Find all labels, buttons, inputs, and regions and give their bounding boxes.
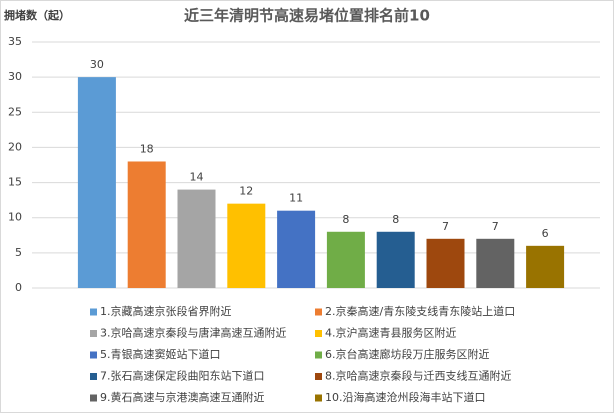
data-label: 8: [342, 213, 349, 226]
legend-swatch: [90, 394, 97, 402]
data-label: 18: [140, 142, 154, 155]
bar: [426, 238, 465, 288]
legend-swatch: [315, 330, 322, 337]
bar: [476, 238, 515, 288]
legend-label: 3.京哈高速京秦段与唐津高速互通附近: [100, 326, 287, 340]
y-tick-label: 20: [8, 140, 22, 153]
legend-label: 10.沿海高速沧州段海丰站下道口: [325, 390, 486, 404]
bar: [227, 203, 266, 288]
legend-label: 5.青银高速窦姬站下道口: [100, 347, 221, 361]
data-label: 14: [190, 171, 204, 184]
legend-swatch: [90, 330, 97, 337]
y-tick-label: 5: [15, 246, 22, 259]
legend-label: 4.京沪高速青县服务区附近: [325, 326, 457, 340]
bar: [326, 231, 365, 288]
y-axis-label: 拥堵数（起）: [4, 8, 70, 22]
y-tick-label: 30: [8, 70, 22, 83]
legend-swatch: [315, 351, 322, 359]
legend-swatch: [315, 308, 322, 316]
legend-swatch: [90, 351, 97, 359]
bar: [376, 231, 415, 288]
data-label: 12: [239, 185, 253, 198]
legend-label: 1.京藏高速京张段省界附近: [100, 304, 232, 318]
data-label: 11: [289, 192, 303, 205]
legend-label: 7.张石高速保定段曲阳东站下道口: [100, 369, 265, 383]
bar: [77, 77, 116, 289]
data-label: 6: [542, 227, 549, 240]
bar: [127, 161, 166, 288]
legend-label: 6.京台高速廊坊段万庄服务区附近: [325, 347, 490, 361]
y-tick-label: 35: [8, 35, 22, 48]
legend-label: 8.京哈高速京秦段与迁西支线互通附近: [325, 369, 512, 383]
legend-swatch: [315, 394, 322, 402]
legend-swatch: [90, 373, 97, 380]
y-tick-label: 10: [8, 211, 22, 224]
bar: [526, 245, 565, 288]
bar: [177, 189, 216, 288]
y-tick-label: 15: [8, 176, 22, 189]
data-label: 7: [442, 220, 449, 233]
data-label: 7: [492, 220, 499, 233]
legend-swatch: [315, 373, 322, 380]
legend-label: 2.京秦高速/青东陵支线青东陵站上道口: [325, 304, 515, 318]
data-label: 8: [392, 213, 399, 226]
legend-swatch: [90, 308, 97, 316]
legend-label: 9.黄石高速与京港澳高速互通附近: [100, 390, 265, 404]
chart-title: 近三年清明节高速易堵位置排名前10: [184, 7, 430, 25]
y-tick-label: 0: [15, 281, 22, 294]
data-label: 30: [90, 58, 104, 71]
y-tick-label: 25: [8, 105, 22, 118]
bar: [277, 210, 316, 288]
